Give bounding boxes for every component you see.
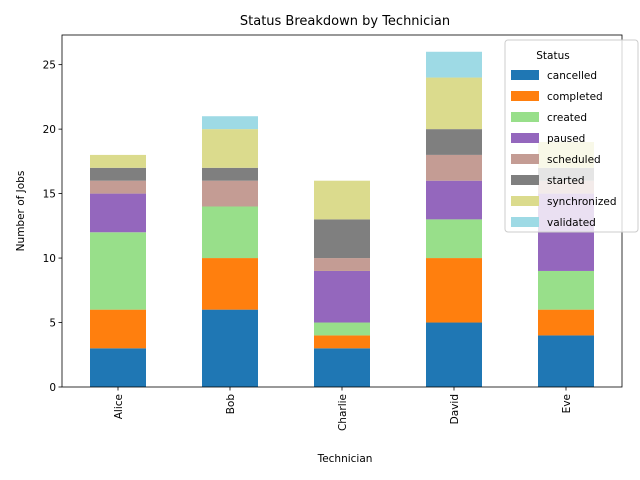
- y-tick-label: 15: [43, 189, 56, 201]
- legend-swatch-scheduled: [511, 154, 539, 164]
- bar-david-cancelled: [426, 322, 482, 387]
- bar-alice-synchronized: [90, 154, 146, 168]
- legend: Status cancelled completed created paused sch…: [504, 39, 639, 233]
- bar-charlie-started: [314, 219, 370, 259]
- x-tick-label-eve: Eve: [561, 394, 573, 413]
- bar-bob-scheduled: [202, 180, 258, 207]
- bar-charlie-scheduled: [314, 258, 370, 271]
- y-tick-label: 20: [43, 124, 56, 136]
- bar-charlie-paused: [314, 270, 370, 323]
- bar-alice-created: [90, 232, 146, 310]
- legend-swatch-validated: [511, 217, 539, 227]
- y-tick-label: 10: [43, 253, 56, 265]
- legend-label-validated: validated: [547, 217, 596, 229]
- legend-label-cancelled: cancelled: [547, 70, 597, 82]
- legend-title: Status: [536, 50, 569, 62]
- chart-title: Status Breakdown by Technician: [240, 14, 450, 29]
- bar-david-completed: [426, 258, 482, 323]
- bar-david-started: [426, 129, 482, 155]
- legend-swatch-synchronized: [511, 196, 539, 206]
- legend-swatch-started: [511, 175, 539, 185]
- bar-alice-scheduled: [90, 180, 146, 194]
- bar-charlie-created: [314, 322, 370, 336]
- bar-alice-cancelled: [90, 348, 146, 387]
- bar-eve-cancelled: [538, 335, 594, 387]
- bar-alice-started: [90, 167, 146, 181]
- x-tick-label-alice: Alice: [113, 394, 125, 419]
- bar-charlie-cancelled: [314, 348, 370, 387]
- x-tick-label-charlie: Charlie: [337, 394, 349, 431]
- bar-bob-started: [202, 167, 258, 181]
- bar-bob-validated: [202, 116, 258, 130]
- legend-label-completed: completed: [547, 91, 603, 103]
- bar-alice-completed: [90, 309, 146, 349]
- x-tick-label-david: David: [449, 394, 461, 424]
- y-tick-label: 25: [43, 60, 56, 72]
- legend-label-synchronized: synchronized: [547, 196, 617, 208]
- bar-alice-paused: [90, 193, 146, 233]
- bar-eve-completed: [538, 309, 594, 336]
- x-tick-label-bob: Bob: [225, 394, 237, 415]
- bar-bob-cancelled: [202, 309, 258, 387]
- bar-bob-synchronized: [202, 129, 258, 168]
- bar-david-validated: [426, 51, 482, 78]
- bar-charlie-completed: [314, 335, 370, 349]
- legend-swatch-cancelled: [511, 70, 539, 80]
- bar-david-scheduled: [426, 154, 482, 181]
- bars-group: [90, 51, 594, 387]
- legend-label-created: created: [547, 112, 587, 124]
- legend-label-paused: paused: [547, 133, 585, 145]
- legend-label-started: started: [547, 175, 585, 187]
- legend-swatch-created: [511, 112, 539, 122]
- bar-david-synchronized: [426, 77, 482, 130]
- y-tick-label: 5: [49, 318, 56, 330]
- legend-label-scheduled: scheduled: [547, 154, 601, 166]
- legend-swatch-paused: [511, 133, 539, 143]
- bar-bob-completed: [202, 258, 258, 310]
- bar-bob-created: [202, 206, 258, 259]
- bar-david-created: [426, 219, 482, 259]
- y-axis-label: Number of Jobs: [15, 171, 27, 252]
- bar-charlie-synchronized: [314, 180, 370, 220]
- y-tick-label: 0: [49, 382, 56, 394]
- x-axis-label: Technician: [317, 453, 373, 465]
- bar-david-paused: [426, 180, 482, 220]
- bar-eve-created: [538, 270, 594, 310]
- legend-swatch-completed: [511, 91, 539, 101]
